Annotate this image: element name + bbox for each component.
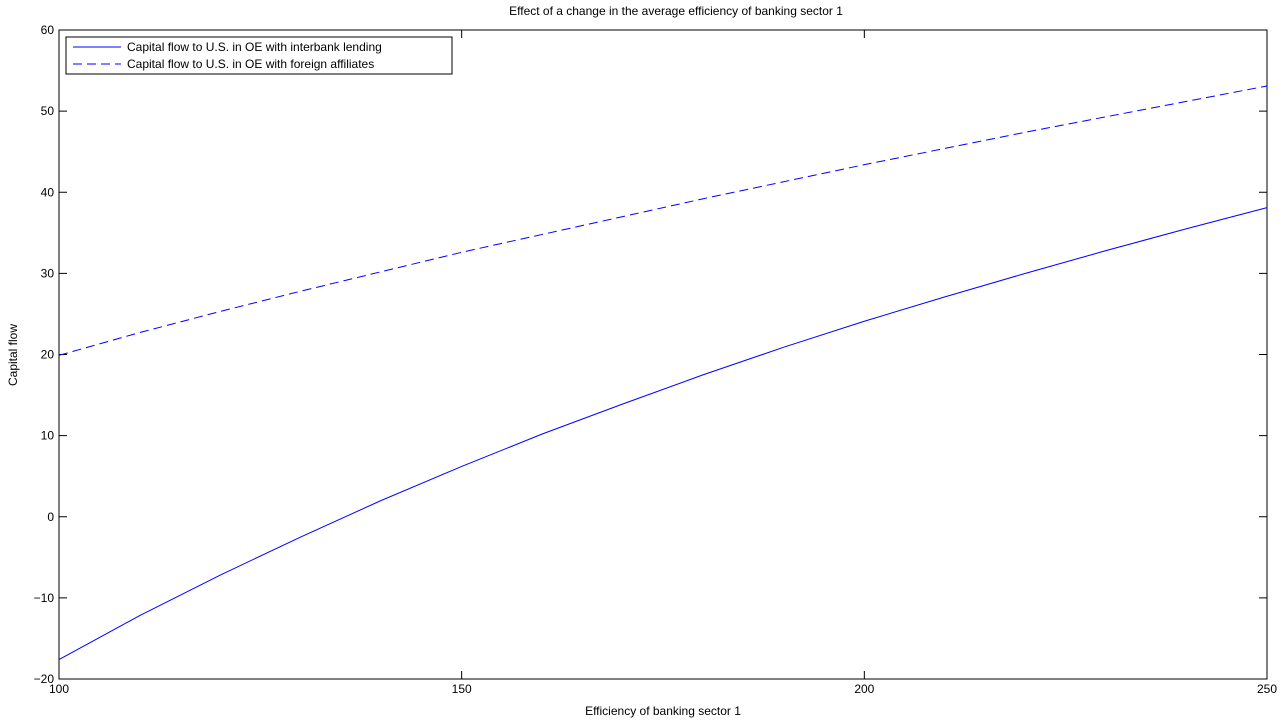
series-line-affiliates xyxy=(58,85,1268,356)
legend-label-affiliates: Capital flow to U.S. in OE with foreign … xyxy=(127,57,374,71)
y-tick-label: 0 xyxy=(47,510,54,524)
x-axis-label: Efficiency of banking sector 1 xyxy=(585,704,741,718)
x-tick-label: 250 xyxy=(1257,682,1277,696)
x-tick-label: 100 xyxy=(49,682,69,696)
y-tick-label: 40 xyxy=(41,185,55,199)
series-lines xyxy=(58,85,1268,660)
y-tick-label: −10 xyxy=(34,591,55,605)
y-axis-label: Capital flow xyxy=(6,324,20,386)
y-tick-label: 50 xyxy=(41,104,55,118)
plot-area xyxy=(58,29,1268,680)
x-tick-label: 200 xyxy=(854,682,874,696)
legend-box xyxy=(65,36,453,75)
y-tick-label: 60 xyxy=(41,23,55,37)
x-tick-label: 150 xyxy=(452,682,472,696)
series-line-interbank xyxy=(58,207,1268,660)
y-tick-label: 30 xyxy=(41,266,55,280)
axis-ticks: 100 150 200 250 −20 −10 0 10 20 30 40 50 60 xyxy=(34,23,1278,696)
chart-title: Effect of a change in the average effici… xyxy=(509,4,843,18)
y-tick-label: 20 xyxy=(41,348,55,362)
legend-label-interbank: Capital flow to U.S. in OE with interban… xyxy=(127,40,382,54)
y-tick-label: −20 xyxy=(34,672,55,686)
y-tick-label: 10 xyxy=(41,429,55,443)
legend: Capital flow to U.S. in OE with interban… xyxy=(65,36,453,75)
